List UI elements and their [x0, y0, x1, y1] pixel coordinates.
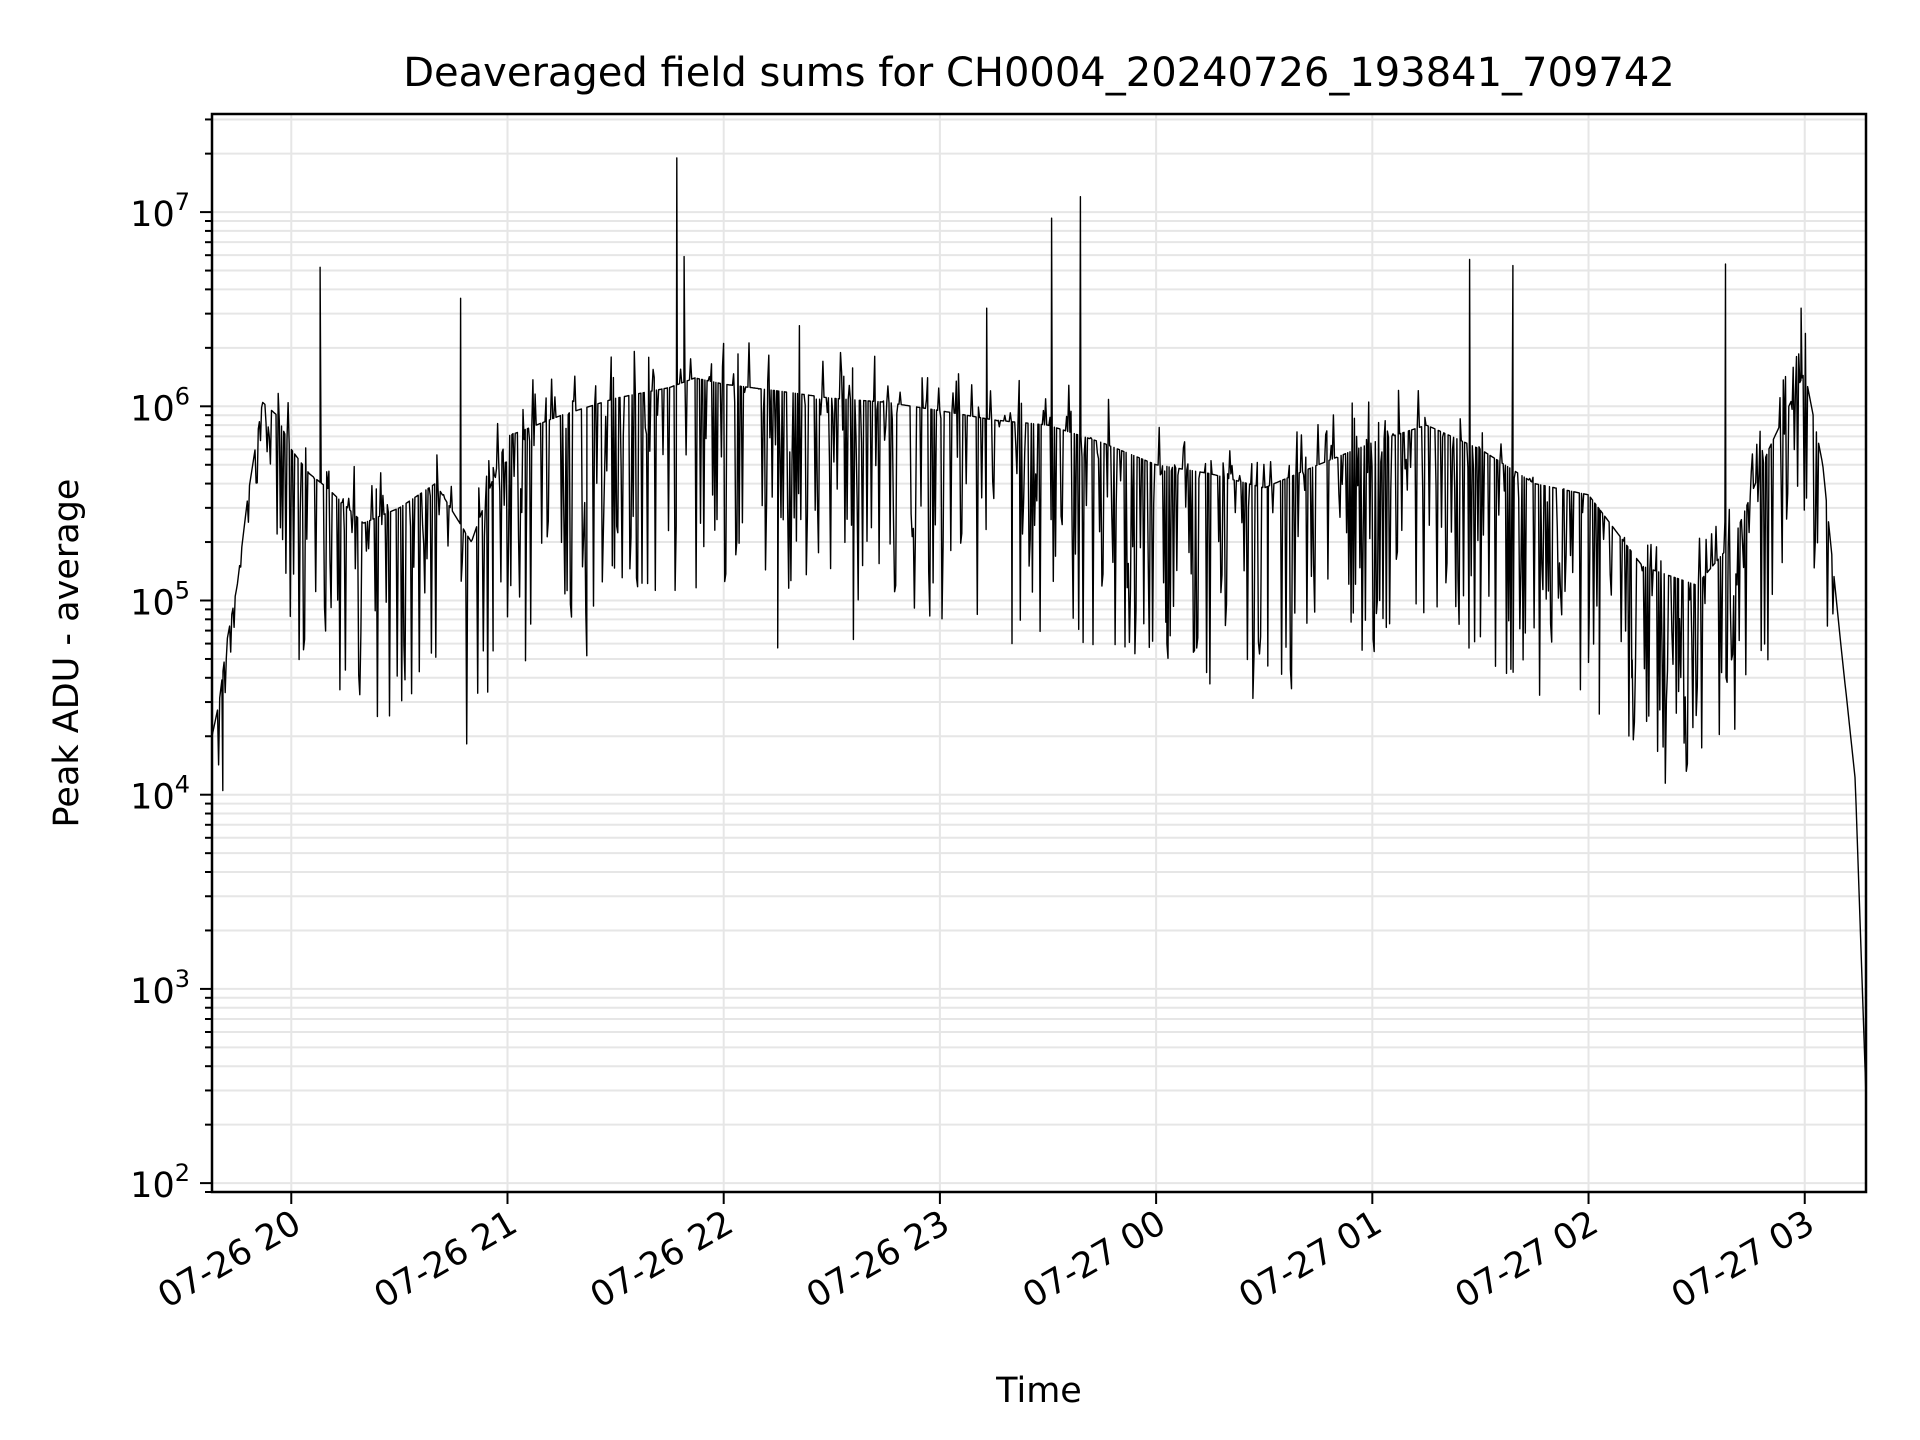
chart-title: Deaveraged field sums for CH0004_2024072…: [403, 50, 1675, 96]
x-axis-label: Time: [995, 1371, 1082, 1411]
plot-frame: [210, 112, 1868, 1194]
y-tick-label: 106: [130, 382, 190, 429]
series-group: [211, 157, 1867, 1097]
y-tick-label-base: 10: [130, 389, 175, 429]
y-tick-label: 107: [130, 188, 190, 235]
y-tick-label-exponent: 7: [175, 188, 190, 216]
y-tick-label-exponent: 3: [175, 965, 190, 993]
y-tick-label: 105: [130, 577, 190, 624]
y-tick-label: 104: [130, 771, 190, 818]
y-tick-label: 103: [130, 965, 190, 1012]
y-tick-label-base: 10: [130, 778, 175, 818]
y-tick-label-base: 10: [130, 1166, 175, 1206]
y-tick-label-base: 10: [130, 972, 175, 1012]
y-tick-label-exponent: 4: [175, 771, 190, 799]
series-line: [211, 157, 1867, 1097]
y-tick-label-exponent: 6: [175, 382, 190, 410]
y-tick-label-base: 10: [130, 195, 175, 235]
y-tick-label-exponent: 5: [175, 577, 190, 605]
y-tick-label-base: 10: [130, 584, 175, 624]
y-tick-label-exponent: 2: [175, 1159, 190, 1187]
y-tick-label: 102: [130, 1159, 190, 1206]
ticks: [200, 118, 1806, 1204]
y-axis-label: Peak ADU - average: [47, 479, 87, 828]
